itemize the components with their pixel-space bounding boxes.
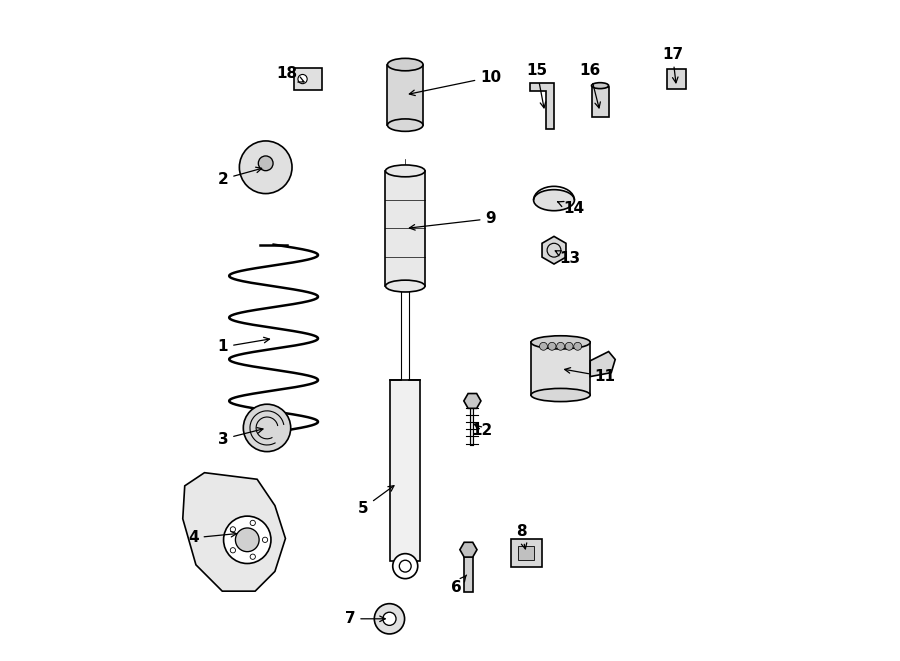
Circle shape [539, 342, 547, 350]
Circle shape [223, 516, 271, 564]
Text: 15: 15 [526, 63, 547, 108]
Circle shape [298, 75, 307, 84]
Text: 4: 4 [188, 530, 237, 545]
Circle shape [258, 156, 273, 171]
Text: 3: 3 [218, 428, 263, 447]
Circle shape [250, 554, 256, 559]
Bar [531, 342, 590, 395]
Polygon shape [460, 542, 477, 557]
Text: 8: 8 [516, 524, 526, 549]
Text: 10: 10 [410, 69, 501, 96]
Bar [510, 539, 542, 566]
Ellipse shape [531, 336, 590, 349]
Circle shape [556, 342, 564, 350]
Ellipse shape [388, 119, 423, 132]
Circle shape [565, 342, 573, 350]
Circle shape [230, 547, 236, 553]
Text: 9: 9 [410, 211, 496, 230]
Circle shape [236, 528, 259, 552]
Text: 7: 7 [345, 611, 385, 627]
Text: 5: 5 [358, 486, 394, 516]
Circle shape [263, 537, 267, 543]
Bar [591, 87, 608, 117]
Ellipse shape [591, 83, 608, 89]
Bar [667, 69, 687, 89]
Bar [464, 550, 473, 592]
Text: 17: 17 [662, 46, 683, 83]
Circle shape [250, 520, 256, 525]
Bar [390, 380, 420, 561]
Circle shape [392, 554, 418, 578]
Circle shape [243, 405, 291, 451]
Circle shape [239, 141, 292, 194]
Text: 13: 13 [555, 251, 580, 266]
Ellipse shape [385, 165, 425, 176]
Bar [388, 65, 423, 125]
Polygon shape [530, 83, 554, 129]
Text: 1: 1 [218, 337, 269, 354]
Bar [385, 171, 425, 286]
Bar [294, 68, 321, 91]
Text: 12: 12 [471, 423, 492, 438]
Text: 2: 2 [218, 167, 262, 186]
Circle shape [573, 342, 581, 350]
Circle shape [548, 342, 556, 350]
Bar [518, 546, 535, 560]
Ellipse shape [388, 58, 423, 71]
Text: 6: 6 [451, 575, 466, 595]
Ellipse shape [385, 280, 425, 292]
Polygon shape [590, 352, 616, 377]
Text: 14: 14 [557, 201, 584, 216]
Polygon shape [464, 393, 481, 408]
Text: 11: 11 [564, 368, 616, 384]
Text: 18: 18 [276, 66, 304, 82]
Text: 16: 16 [579, 63, 600, 108]
Circle shape [230, 527, 236, 532]
Ellipse shape [531, 389, 590, 402]
Circle shape [374, 603, 405, 634]
Polygon shape [542, 237, 566, 264]
Circle shape [382, 612, 396, 625]
Ellipse shape [534, 190, 574, 211]
Polygon shape [183, 473, 285, 591]
